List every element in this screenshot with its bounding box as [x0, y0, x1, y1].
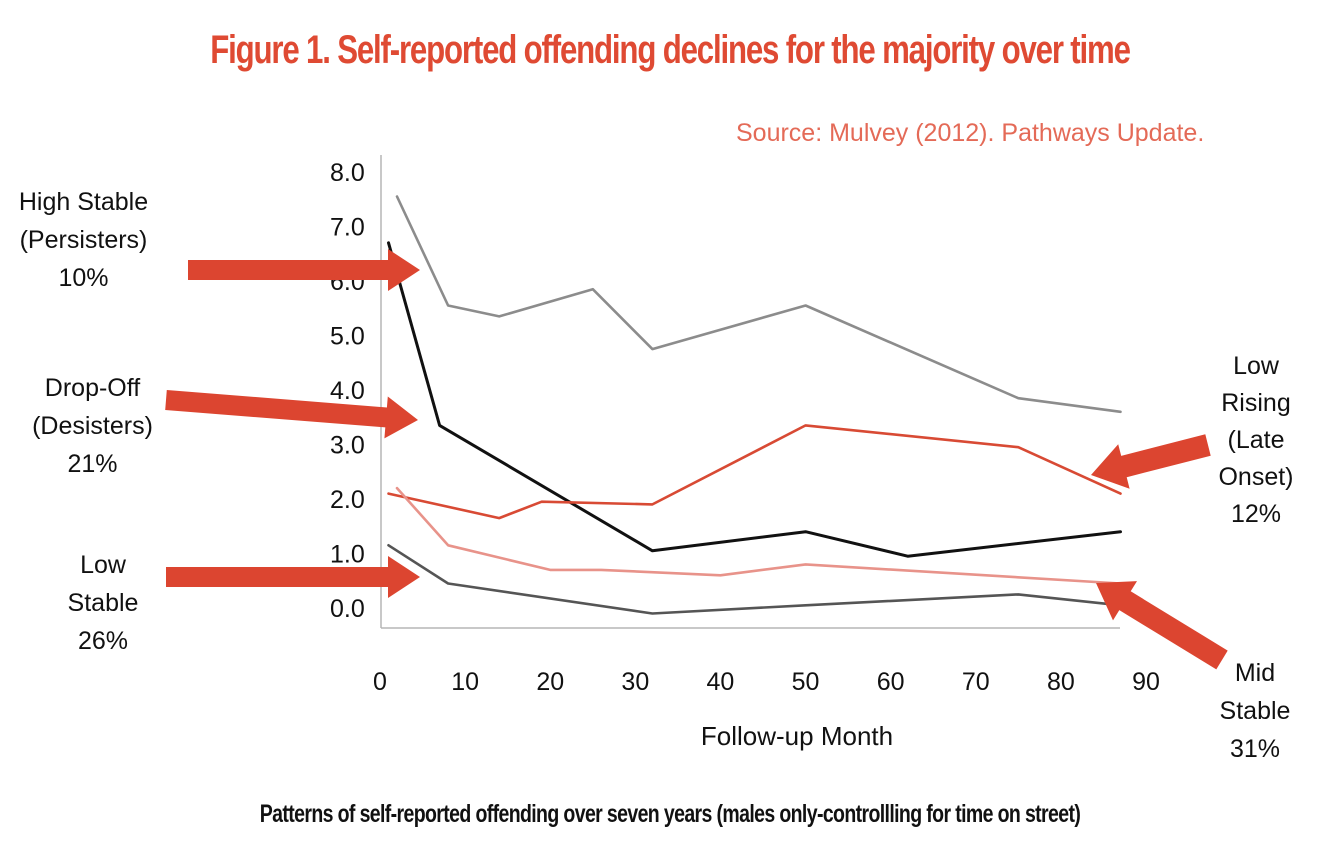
- y-tick-label: 2.0: [330, 486, 365, 514]
- group-label-line: 26%: [77, 627, 129, 655]
- x-axis-title: Follow-up Month: [701, 721, 893, 751]
- figure-caption: Patterns of self-reported offending over…: [259, 800, 1081, 828]
- figure-title: Figure 1. Self-reported offending declin…: [210, 28, 1131, 72]
- arrow-drop-off: [165, 390, 418, 439]
- chart-series-lines: [387, 195, 1122, 615]
- group-label-line: 10%: [58, 264, 109, 292]
- label-mid-stable: Mid Stable 31%: [1200, 654, 1310, 768]
- arrow-low-stable: [166, 556, 420, 598]
- label-drop-off: Drop-Off (Desisters) 21%: [15, 369, 170, 483]
- group-label-line: 21%: [67, 450, 118, 478]
- chart-tick-labels: 0.01.02.03.04.05.06.07.08.00 10 20 30 40 50 60…: [330, 159, 1160, 696]
- group-label-line: High Stable: [18, 188, 149, 216]
- group-label-line: (Desisters): [32, 412, 153, 440]
- group-label-line: Rising: [1221, 389, 1291, 417]
- x-tick-label: 80: [1047, 668, 1075, 696]
- x-tick-label: 90: [1132, 668, 1160, 696]
- label-low-stable: Low Stable 26%: [28, 546, 178, 660]
- group-label-line: Onset): [1218, 463, 1294, 491]
- label-high-stable: High Stable (Persisters) 10%: [6, 183, 161, 297]
- x-tick-label: 70: [962, 668, 990, 696]
- x-tick-label: 20: [536, 668, 564, 696]
- series-line-4: [395, 486, 1122, 585]
- y-tick-label: 3.0: [330, 432, 365, 460]
- series-line-5: [387, 543, 1122, 615]
- chart-axes: [380, 155, 1120, 629]
- y-tick-label: 7.0: [330, 214, 365, 242]
- arrow-high-stable: [188, 249, 420, 291]
- arrow-low-rising: [1091, 434, 1211, 489]
- x-tick-label: 50: [792, 668, 820, 696]
- series-line-2: [387, 241, 1122, 558]
- group-label-line: Low: [1233, 352, 1279, 380]
- y-tick-label: 8.0: [330, 159, 365, 187]
- group-label-line: Mid: [1234, 659, 1276, 687]
- x-tick-label: 10: [451, 668, 479, 696]
- group-label-line: 31%: [1229, 735, 1281, 763]
- y-tick-label: 0.0: [330, 595, 365, 623]
- arrow-mid-stable: [1096, 581, 1228, 670]
- group-label-line: 12%: [1230, 500, 1282, 528]
- source-note: Source: Mulvey (2012). Pathways Update.: [736, 119, 1205, 147]
- series-line-1: [395, 195, 1122, 414]
- group-label-line: Drop-Off: [44, 374, 141, 402]
- group-label-line: Low: [80, 551, 126, 579]
- x-tick-label: 30: [621, 668, 649, 696]
- group-label-line: Stable: [67, 589, 139, 617]
- group-label-line: (Late: [1227, 426, 1285, 454]
- x-tick-label: 0: [373, 668, 387, 696]
- group-label-line: Stable: [1219, 697, 1291, 725]
- x-tick-label: 60: [877, 668, 905, 696]
- y-tick-label: 4.0: [330, 377, 365, 405]
- y-tick-label: 1.0: [330, 541, 365, 569]
- y-tick-label: 5.0: [330, 323, 365, 351]
- annotation-arrows: [165, 249, 1228, 670]
- label-low-rising: Low Rising (Late Onset) 12%: [1196, 348, 1316, 533]
- series-line-3: [387, 424, 1122, 520]
- group-label-line: (Persisters): [19, 226, 148, 254]
- x-tick-label: 40: [707, 668, 735, 696]
